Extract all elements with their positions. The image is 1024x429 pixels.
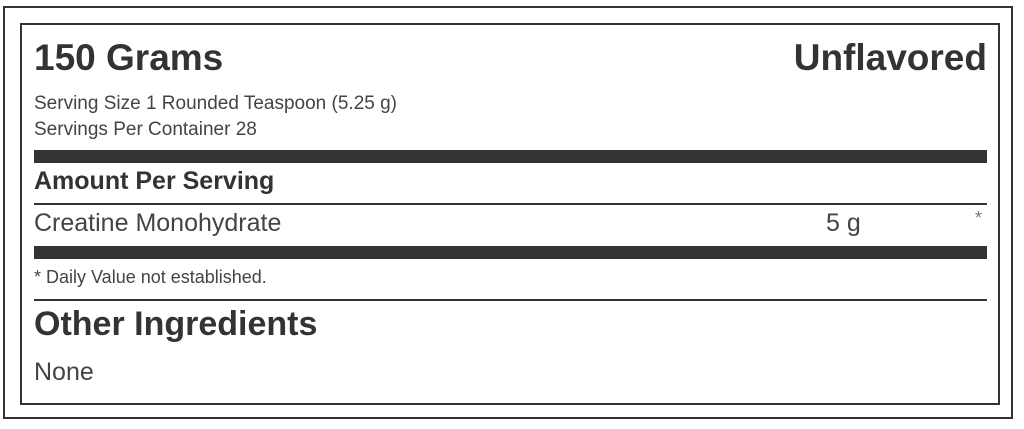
ingredient-name: Creatine Monohydrate [34, 209, 282, 237]
servings-per-container: Servings Per Container 28 [34, 119, 257, 140]
serving-size: Serving Size 1 Rounded Teaspoon (5.25 g) [34, 93, 398, 114]
other-ingredients-value: None [34, 358, 94, 386]
net-weight: 150 Grams [34, 37, 224, 78]
thick-divider [34, 150, 987, 163]
outer-border [3, 6, 1013, 419]
thin-divider [34, 203, 987, 205]
thick-divider [34, 246, 987, 259]
ingredient-amount: 5 g [826, 209, 861, 237]
ingredient-daily-value: * [975, 208, 983, 228]
supplement-facts-panel [20, 23, 1000, 405]
thin-divider [34, 299, 987, 301]
flavor: Unflavored [793, 37, 987, 78]
amount-per-serving-header: Amount Per Serving [34, 167, 275, 195]
footnote: * Daily Value not established. [34, 267, 267, 287]
other-ingredients-title: Other Ingredients [34, 305, 318, 343]
